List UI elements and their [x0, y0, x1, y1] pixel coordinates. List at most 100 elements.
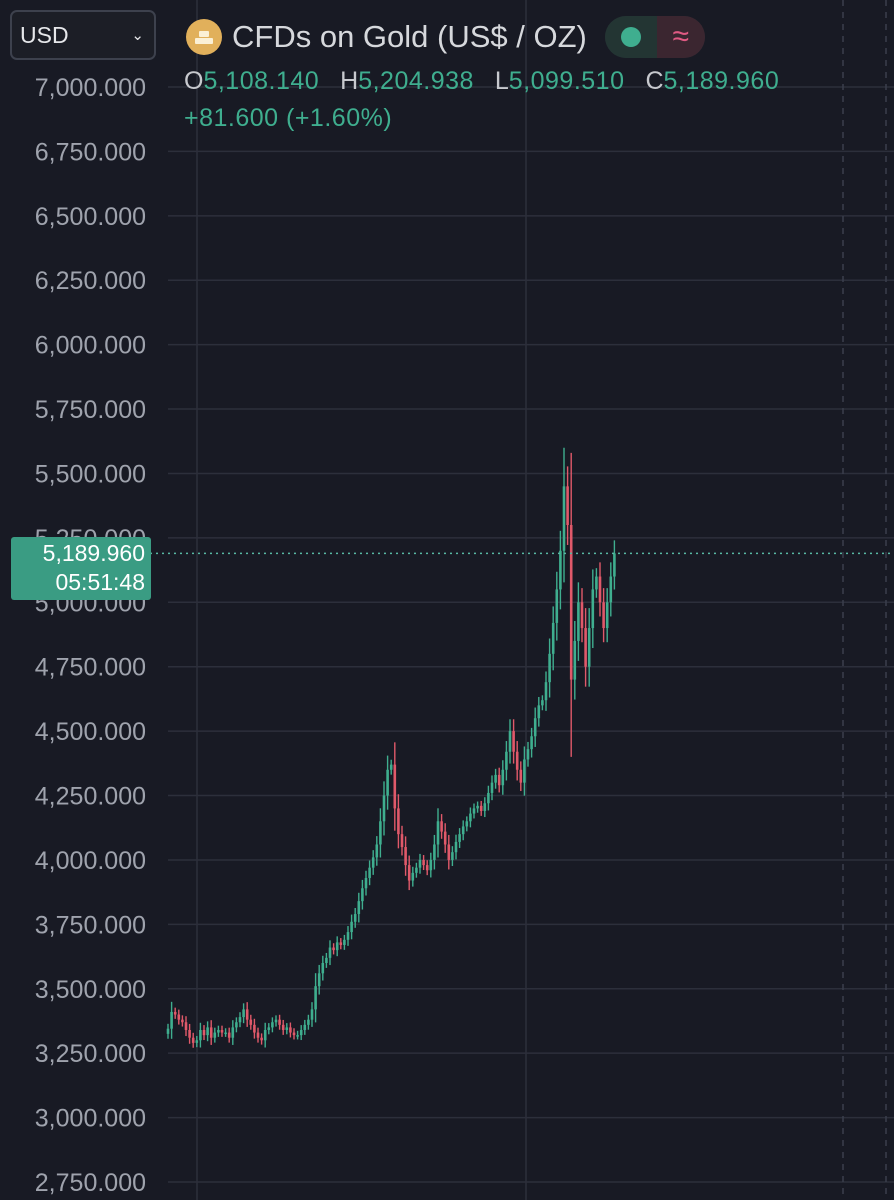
y-tick-label: 7,000.000 [35, 74, 146, 102]
open-label: O [184, 67, 204, 95]
y-tick-label: 3,750.000 [35, 911, 146, 939]
candle-body [332, 947, 335, 951]
candle-body [598, 576, 602, 603]
candle-body [530, 736, 533, 750]
y-tick-label: 4,250.000 [35, 783, 146, 811]
candle-body [497, 774, 501, 786]
high-label: H [340, 67, 359, 95]
candle-body [325, 957, 328, 963]
y-tick-label: 3,250.000 [35, 1040, 146, 1068]
candle-body [271, 1022, 274, 1028]
candle-body [357, 901, 361, 915]
candle-body [289, 1027, 292, 1033]
chart-grid [168, 0, 894, 1200]
candle-body [454, 841, 458, 853]
candle-body [533, 718, 537, 737]
candle-body [274, 1019, 278, 1023]
candle-body [573, 640, 577, 680]
candle-body [245, 1009, 249, 1020]
candle-body [476, 805, 479, 809]
candle-body [393, 764, 397, 809]
candle-body [328, 947, 332, 958]
candle-body [602, 602, 605, 629]
y-tick-label: 4,750.000 [35, 654, 146, 682]
candle-body [343, 939, 346, 945]
currency-value: USD [20, 21, 69, 48]
y-tick-label: 6,250.000 [35, 267, 146, 295]
candle-body [249, 1019, 253, 1025]
candle-body [404, 847, 407, 866]
gold-bars-icon[interactable] [186, 19, 222, 55]
ohlc-legend: O5,108.140 H5,204.938 L5,099.510 C5,189.… [184, 67, 793, 96]
candle-body [512, 731, 515, 752]
candle-body [199, 1029, 202, 1041]
candle-body [292, 1032, 296, 1036]
candle-body [519, 769, 523, 783]
change-value: +81.600 (+1.60%) [184, 104, 393, 132]
candle-body [260, 1037, 263, 1041]
candle-body [213, 1032, 217, 1038]
candle-body [415, 867, 418, 873]
symbol-header: CFDs on Gold (US$ / OZ) ≈ [186, 16, 705, 58]
y-tick-label: 5,500.000 [35, 460, 146, 488]
candle-body [469, 813, 472, 822]
candle-body [227, 1032, 231, 1038]
candle-body [613, 553, 616, 577]
y-tick-label: 4,500.000 [35, 718, 146, 746]
candle-body [411, 872, 415, 881]
candle-body [458, 834, 461, 842]
candle-body [267, 1027, 271, 1030]
candle-series [166, 447, 616, 1048]
candle-body [591, 589, 595, 629]
candle-body [537, 705, 541, 719]
y-tick-label: 3,000.000 [35, 1105, 146, 1133]
candle-body [541, 700, 544, 706]
candle-body [447, 844, 451, 860]
candle-body [382, 795, 386, 822]
candle-body [375, 844, 379, 858]
candle-body [508, 731, 512, 752]
candle-body [515, 751, 519, 770]
candle-body [253, 1024, 256, 1033]
candle-body [314, 986, 317, 1010]
candle-body [584, 628, 587, 667]
bar-countdown: 05:51:48 [55, 569, 145, 595]
candle-body [544, 682, 548, 701]
candle-body [206, 1027, 209, 1036]
candle-body [569, 525, 573, 680]
candle-body [494, 774, 497, 783]
symbol-title[interactable]: CFDs on Gold (US$ / OZ) [232, 19, 587, 54]
candle-body [562, 486, 566, 551]
y-axis: 7,000.000 6,750.000 6,500.000 6,250.000 6,00… [35, 74, 146, 1197]
candle-body [307, 1019, 310, 1025]
candle-body [433, 844, 436, 860]
candle-body [173, 1011, 177, 1015]
candle-body [263, 1029, 267, 1041]
candle-body [195, 1040, 199, 1043]
candle-body [166, 1028, 170, 1034]
candle-body [278, 1019, 281, 1025]
candle-body [217, 1029, 220, 1033]
candle-body [285, 1027, 289, 1030]
candle-body [202, 1029, 206, 1036]
candle-body [465, 821, 469, 827]
close-value: 5,189.960 [663, 67, 780, 95]
status-pill[interactable]: ≈ [604, 16, 705, 58]
candle-body [281, 1024, 285, 1030]
candle-body [501, 769, 505, 786]
y-tick-label: 6,000.000 [35, 332, 146, 360]
candle-body [397, 808, 400, 835]
y-tick-label: 6,750.000 [35, 138, 146, 166]
candle-body [303, 1024, 307, 1030]
candle-body [361, 888, 364, 902]
candle-body [548, 653, 551, 683]
candle-body [490, 782, 494, 793]
low-value: 5,099.510 [508, 67, 625, 95]
y-tick-label: 3,500.000 [35, 976, 146, 1004]
candle-body [422, 859, 425, 866]
currency-select[interactable]: USD ⌄ [10, 10, 156, 60]
candle-body [505, 751, 508, 770]
candle-body [479, 805, 483, 811]
candle-body [472, 808, 476, 814]
